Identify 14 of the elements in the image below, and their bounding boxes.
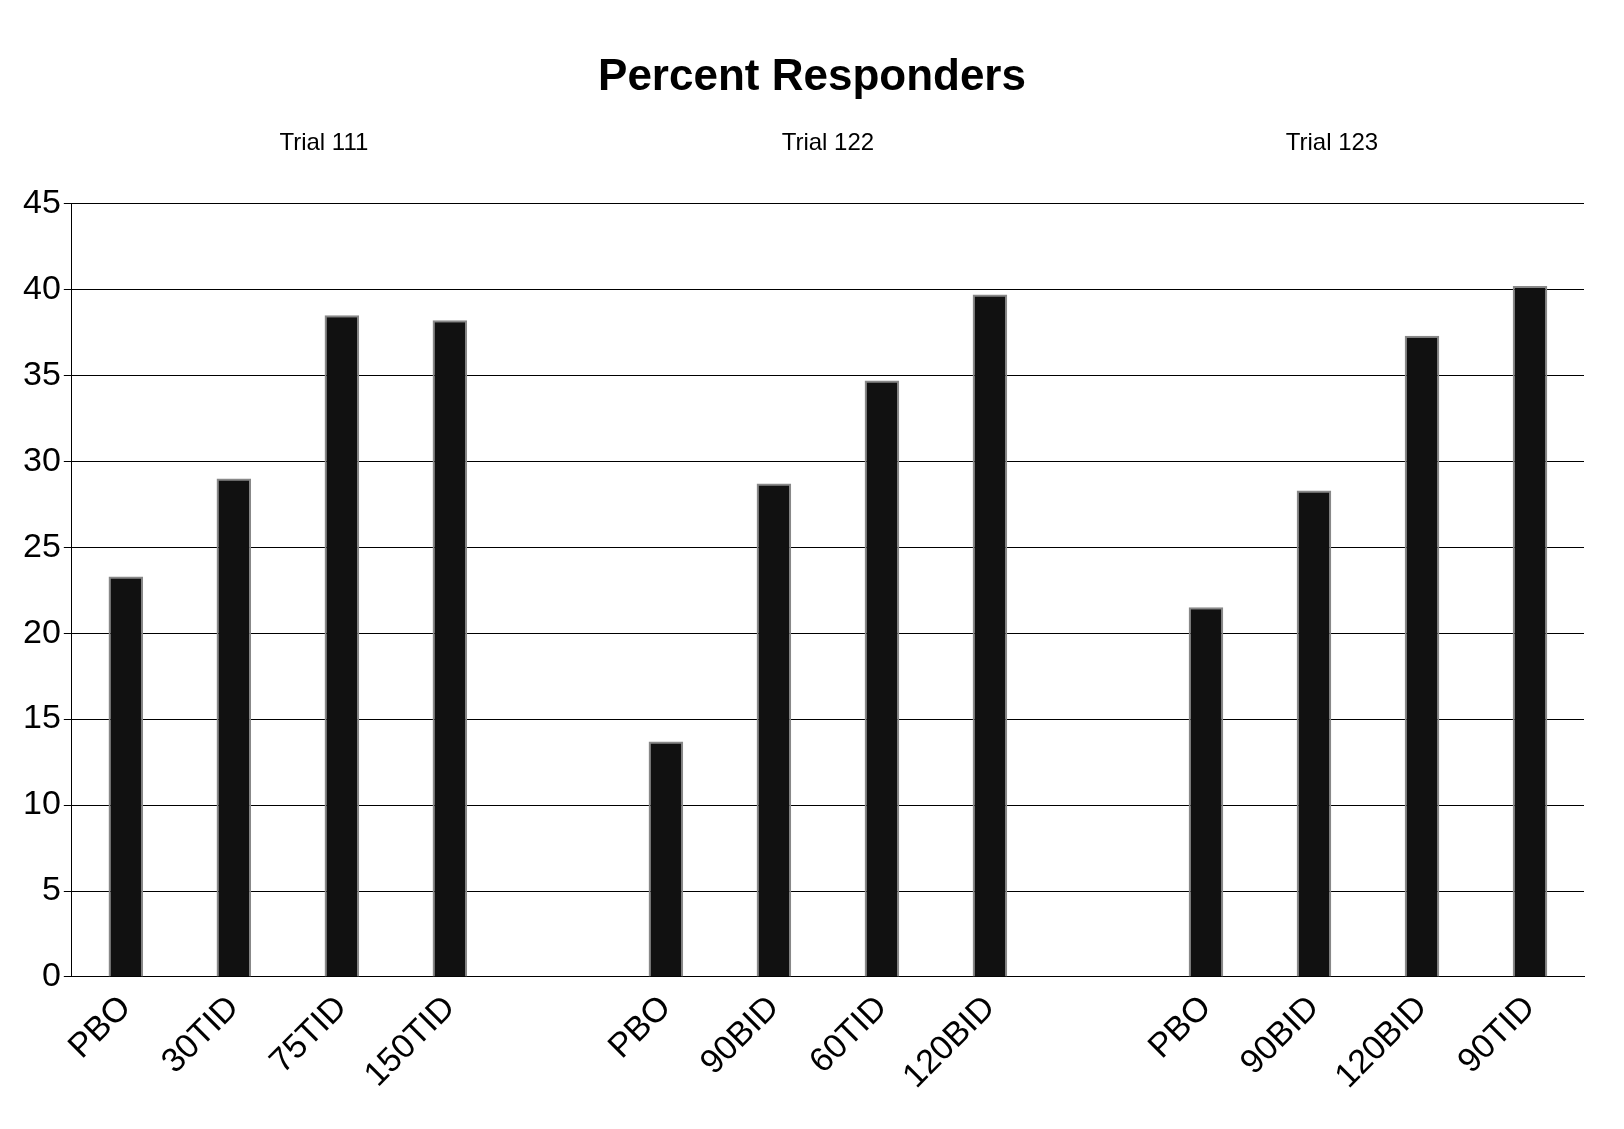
y-tick-label: 5 [41,869,61,908]
text: Trial 111 [279,128,369,156]
y-tick-label: 35 [22,353,61,392]
text: Trial 123 [1285,128,1379,156]
y-tick-label: 45 [22,181,61,220]
y-tick-label: 40 [22,267,61,306]
y-tick-label: 15 [22,697,61,736]
text: Trial 122 [781,128,875,156]
y-tick-label: 30 [22,439,61,478]
y-tick-label: 25 [22,525,61,564]
y-tick-label: 0 [41,955,61,994]
y-tick-label: 10 [22,783,61,822]
chart-title: Percent Responders [597,50,1027,100]
y-tick-label: 20 [22,611,61,650]
